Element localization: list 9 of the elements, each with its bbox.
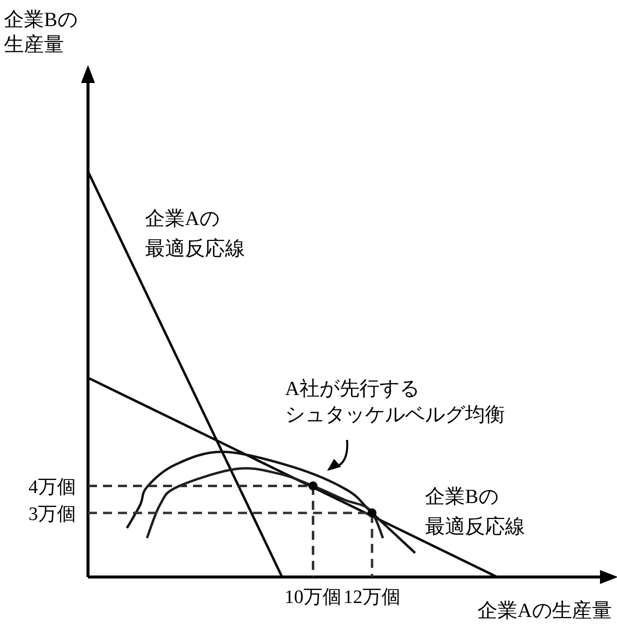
annotation: A社が先行するシュタッケルベルグ均衡 bbox=[285, 378, 505, 426]
xtick: 12万個 bbox=[344, 587, 401, 608]
xlabel: 企業Aの生産量 bbox=[478, 600, 612, 622]
xtick: 10万個 bbox=[284, 587, 342, 608]
annotation: 企業Aの最適反応線 bbox=[145, 208, 245, 260]
ytick: 3万個 bbox=[28, 504, 76, 525]
ytick: 4万個 bbox=[28, 476, 76, 498]
annotation: 企業Bの最適反応線 bbox=[425, 486, 525, 538]
ylabel: 企業Bの生産量 bbox=[4, 9, 78, 56]
